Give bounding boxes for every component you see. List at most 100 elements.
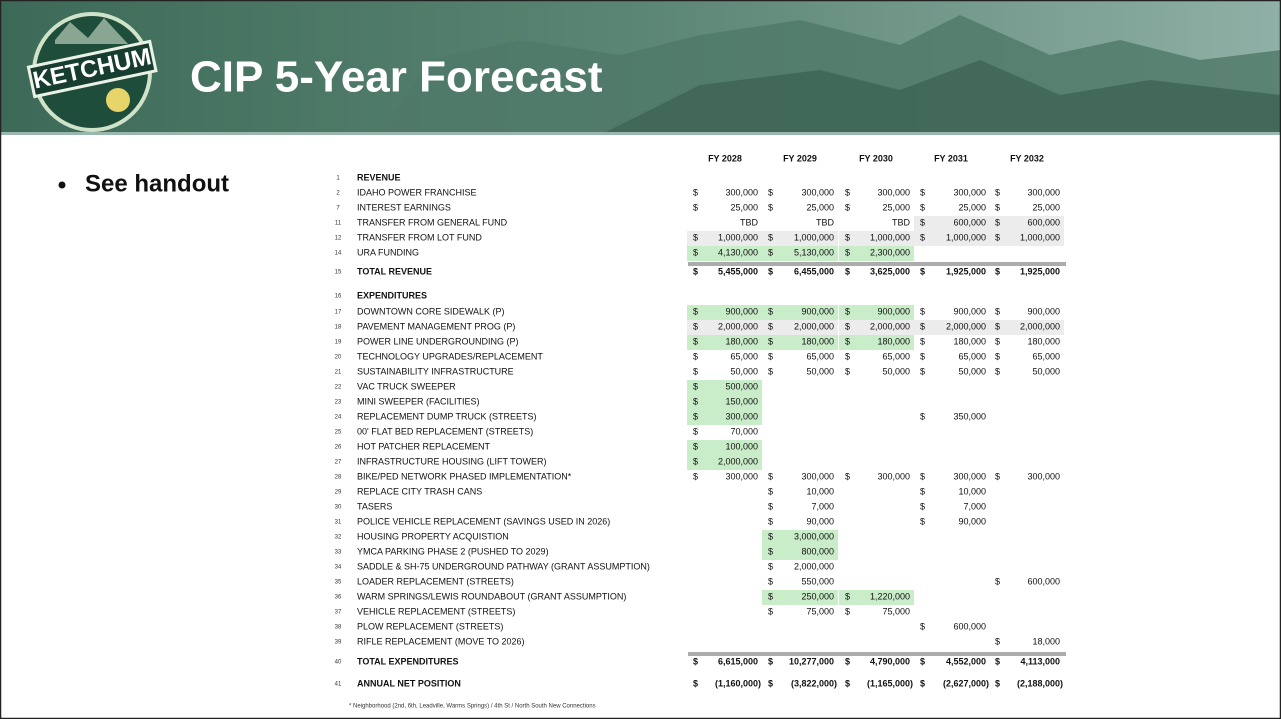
currency-sign: $ <box>845 366 850 376</box>
cell-amount: 90,000 <box>806 516 834 526</box>
row-label: VEHICLE REPLACEMENT (STREETS) <box>357 606 515 616</box>
row-number: 37 <box>335 610 342 616</box>
cell-amount: 180,000 <box>953 336 986 346</box>
currency-sign: $ <box>693 266 698 276</box>
slide-title: CIP 5-Year Forecast <box>190 53 603 102</box>
currency-sign: $ <box>995 217 1000 227</box>
row-number: 41 <box>335 682 342 688</box>
currency-sign: $ <box>768 531 773 541</box>
row-number: 31 <box>335 520 342 526</box>
cell-amount: 65,000 <box>882 351 910 361</box>
cell-amount: 10,000 <box>958 486 986 496</box>
cell-amount: 300,000 <box>725 471 758 481</box>
row-label: POLICE VEHICLE REPLACEMENT (SAVINGS USED… <box>357 516 610 526</box>
row-number: 2 <box>336 191 340 197</box>
row-number: 20 <box>335 355 342 361</box>
row-number: 16 <box>335 294 342 300</box>
row-label: SUSTAINABILITY INFRASTRUCTURE <box>357 366 514 376</box>
cell-amount: 70,000 <box>730 426 758 436</box>
row-number: 15 <box>335 270 342 276</box>
cell-amount: 1,000,000 <box>870 232 910 242</box>
row-label: REPLACEMENT DUMP TRUCK (STREETS) <box>357 411 537 421</box>
currency-sign: $ <box>693 441 698 451</box>
cell-amount: 65,000 <box>806 351 834 361</box>
row-number: 29 <box>335 490 342 496</box>
cell-amount: 10,000 <box>806 486 834 496</box>
row-number: 7 <box>336 206 340 212</box>
currency-sign: $ <box>768 576 773 586</box>
cell-amount: 300,000 <box>801 187 834 197</box>
row-label: LOADER REPLACEMENT (STREETS) <box>357 576 514 586</box>
row-label: EXPENDITURES <box>357 290 427 300</box>
row-number: 14 <box>335 251 342 257</box>
bullet-text: See handout <box>85 170 229 197</box>
cell-amount: 4,130,000 <box>718 247 758 257</box>
row-label: INTEREST EARNINGS <box>357 202 451 212</box>
currency-sign: $ <box>920 266 925 276</box>
currency-sign: $ <box>920 336 925 346</box>
cell-amount: TBD <box>740 217 759 227</box>
currency-sign: $ <box>693 426 698 436</box>
cell-amount: (3,822,000) <box>791 678 837 688</box>
row-number: 11 <box>335 221 342 227</box>
currency-sign: $ <box>995 576 1000 586</box>
cell-amount: 300,000 <box>1027 471 1060 481</box>
row-label: TRANSFER FROM GENERAL FUND <box>357 217 508 227</box>
currency-sign: $ <box>845 306 850 316</box>
cell-amount: 75,000 <box>806 606 834 616</box>
currency-sign: $ <box>693 247 698 257</box>
cell-amount: 2,000,000 <box>718 456 758 466</box>
row-number: 36 <box>335 595 342 601</box>
row-number: 33 <box>335 550 342 556</box>
currency-sign: $ <box>693 471 698 481</box>
currency-sign: $ <box>995 351 1000 361</box>
row-label: TOTAL REVENUE <box>357 266 432 276</box>
row-label: PLOW REPLACEMENT (STREETS) <box>357 621 503 631</box>
cell-amount: 18,000 <box>1032 636 1060 646</box>
currency-sign: $ <box>693 656 698 666</box>
currency-sign: $ <box>845 471 850 481</box>
row-label: VAC TRUCK SWEEPER <box>357 381 456 391</box>
cell-amount: TBD <box>892 217 911 227</box>
currency-sign: $ <box>693 381 698 391</box>
currency-sign: $ <box>768 501 773 511</box>
currency-sign: $ <box>920 678 925 688</box>
currency-sign: $ <box>768 247 773 257</box>
currency-sign: $ <box>768 232 773 242</box>
cell-amount: 5,130,000 <box>794 247 834 257</box>
row-number: 18 <box>335 325 342 331</box>
row-label: IDAHO POWER FRANCHISE <box>357 187 477 197</box>
cell-amount: 1,000,000 <box>718 232 758 242</box>
cell-amount: 600,000 <box>953 217 986 227</box>
cell-amount: 5,455,000 <box>718 266 758 276</box>
row-number: 32 <box>335 535 342 541</box>
cell-amount: 2,300,000 <box>870 247 910 257</box>
cell-amount: 350,000 <box>953 411 986 421</box>
cell-amount: 7,000 <box>811 501 834 511</box>
currency-sign: $ <box>920 471 925 481</box>
cell-amount: 2,000,000 <box>794 561 834 571</box>
cell-amount: 500,000 <box>725 381 758 391</box>
row-label: PAVEMENT MANAGEMENT PROG (P) <box>357 321 515 331</box>
cell-amount: 1,000,000 <box>794 232 834 242</box>
currency-sign: $ <box>693 411 698 421</box>
row-label: REPLACE CITY TRASH CANS <box>357 486 482 496</box>
cell-amount: 10,277,000 <box>789 656 834 666</box>
cell-amount: 300,000 <box>877 471 910 481</box>
currency-sign: $ <box>693 202 698 212</box>
cell-amount: 2,000,000 <box>870 321 910 331</box>
cell-amount: 25,000 <box>730 202 758 212</box>
cell-amount: 900,000 <box>725 306 758 316</box>
currency-sign: $ <box>768 321 773 331</box>
currency-sign: $ <box>920 656 925 666</box>
currency-sign: $ <box>768 336 773 346</box>
row-number: 30 <box>335 505 342 511</box>
currency-sign: $ <box>920 621 925 631</box>
row-label: SADDLE & SH-75 UNDERGROUND PATHWAY (GRAN… <box>357 561 650 571</box>
currency-sign: $ <box>920 202 925 212</box>
cell-amount: 4,113,000 <box>1020 656 1060 666</box>
cell-amount: 800,000 <box>801 546 834 556</box>
cell-amount: 75,000 <box>882 606 910 616</box>
cell-amount: 1,220,000 <box>870 591 910 601</box>
cell-amount: 180,000 <box>877 336 910 346</box>
